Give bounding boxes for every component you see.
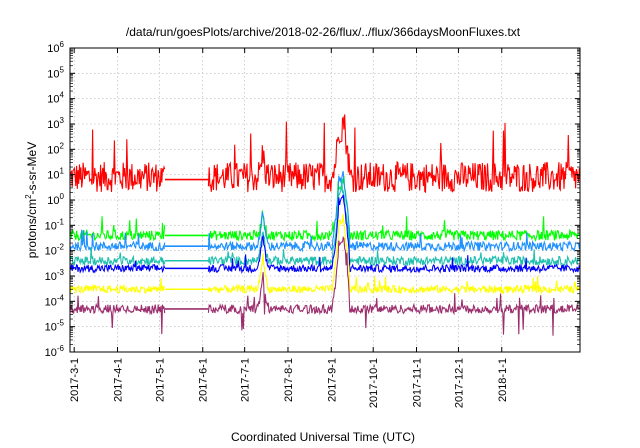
x-tick-label: 2017-7-1 [240, 358, 252, 402]
x-tick-label: 2017-11-1 [412, 358, 424, 407]
x-tick-label: 2017-10-1 [368, 358, 380, 408]
x-tick-label: 2018-1-1 [497, 358, 509, 402]
series-layer [69, 114, 581, 336]
y-tick-label: 101 [47, 167, 64, 182]
series-line [69, 229, 166, 253]
y-tick-label: 10-2 [45, 243, 65, 258]
x-tick-label: 2017-8-1 [283, 358, 295, 402]
grid [70, 48, 580, 352]
y-tick-label: 10-3 [45, 268, 65, 283]
y-tick-label: 102 [47, 141, 64, 156]
series-line [69, 278, 165, 295]
y-tick-label: 106 [47, 40, 64, 55]
x-axis-label: Coordinated Universal Time (UTC) [231, 430, 415, 444]
x-tick-label: 2017-4-1 [113, 358, 125, 402]
y-tick-label: 10-1 [45, 217, 65, 232]
y-tick-label: 104 [47, 91, 64, 106]
series-line [69, 216, 166, 242]
x-tick-label: 2017-5-1 [154, 358, 166, 402]
y-tick-label: 103 [47, 116, 64, 131]
chart-title: /data/run/goesPlots/archive/2018-02-26/f… [126, 25, 521, 39]
x-tick-label: 2017-9-1 [326, 358, 338, 402]
series-line [207, 178, 581, 267]
y-tick-label: 10-6 [45, 344, 65, 359]
x-tick-label: 2017-12-1 [453, 358, 465, 408]
series-line [69, 246, 166, 267]
series-line [207, 214, 581, 295]
series-line [69, 295, 166, 335]
series-line [69, 129, 166, 193]
series-line [207, 170, 581, 253]
y-axis-label: protons/cm2-s-sr-MeV [24, 142, 39, 258]
series-line [207, 194, 581, 275]
x-tick-label: 2017-3-1 [69, 358, 81, 402]
x-tick-label: 2017-6-1 [198, 358, 210, 402]
series-line [207, 175, 581, 242]
y-tick-label: 105 [47, 65, 64, 80]
y-tick-label: 10-4 [45, 293, 65, 308]
x-axis-ticks: 2017-3-1 2017-4-1 2017-5-1 2017-6-1 2017-7-1… [69, 48, 509, 408]
series-line [69, 260, 166, 274]
y-tick-label: 100 [47, 192, 64, 207]
series-line [207, 114, 580, 194]
y-tick-label: 10-5 [45, 319, 65, 334]
series-line [207, 236, 581, 336]
